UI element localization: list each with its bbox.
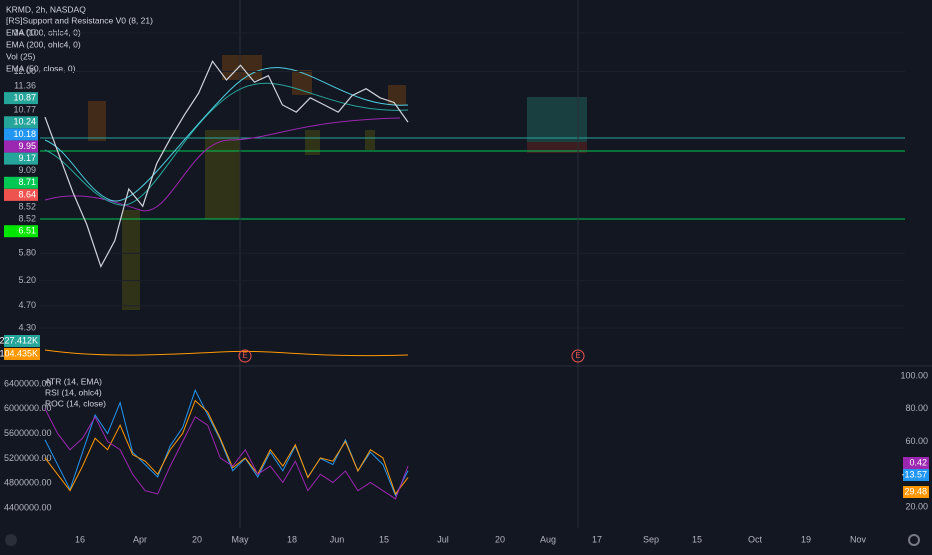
zoom-button[interactable] [5, 534, 17, 546]
indicator-label: EMA (100, ohlc4, 0) [6, 27, 81, 37]
price-badge [903, 486, 929, 498]
y-tick-label: 6000000.00 [4, 403, 52, 413]
price-label: 9.09 [18, 165, 36, 175]
price-label: 6.51 [18, 226, 36, 236]
price-label: 8.52 [18, 201, 36, 211]
indicator-label: EMA (200, ohlc4, 0) [6, 39, 81, 49]
price-badge [4, 116, 38, 129]
price-badge [903, 469, 929, 481]
price-badge [4, 335, 40, 347]
x-tick-label: Jun [330, 534, 345, 544]
x-tick-label: 15 [379, 534, 389, 544]
earnings-label: E [242, 351, 247, 360]
y2-tick-label: 20.00 [905, 501, 928, 511]
x-tick-label: 19 [801, 534, 811, 544]
price-label: 8.71 [18, 177, 36, 187]
y-tick-label: 14.00 [13, 27, 36, 37]
y-tick-label: 12.00 [13, 66, 36, 76]
x-tick-label: Oct [748, 534, 763, 544]
price-badge [903, 457, 929, 469]
price-label: 104.435K [0, 348, 38, 358]
price-badge [4, 225, 38, 238]
price-label: 10.24 [13, 117, 36, 127]
x-tick-label: May [231, 534, 249, 544]
price-badge [4, 176, 38, 189]
indicator-label: RSI (14, ohlc4) [45, 387, 102, 397]
x-tick-label: Nov [850, 534, 867, 544]
indicator-label: [RS]Support and Resistance V0 (8, 21) [6, 15, 153, 25]
price-badge [4, 92, 38, 105]
x-tick-label: 20 [495, 534, 505, 544]
indicator-label: Vol (25) [6, 51, 35, 61]
y2-tick-label: 80.00 [905, 403, 928, 413]
earnings-icon[interactable] [238, 349, 252, 363]
x-tick-label: Aug [540, 534, 556, 544]
x-tick-label: 17 [592, 534, 602, 544]
x-tick-label: 18 [287, 534, 297, 544]
price-badge [4, 152, 38, 165]
earnings-icon[interactable] [571, 349, 585, 363]
indicator-label: ROC (14, close) [45, 398, 106, 408]
y-tick-label: 5200000.00 [4, 453, 52, 463]
price-label: 9.17 [18, 153, 36, 163]
y-tick-label: 5.80 [18, 248, 36, 258]
price-badge [4, 128, 38, 141]
indicator-label: EMA (50, close, 0) [6, 63, 76, 73]
settings-button[interactable] [908, 534, 920, 546]
symbol: KRMD, 2h, NASDAQ [6, 4, 86, 14]
indicator-line [44, 388, 409, 497]
y2-tick-label: 60.00 [905, 436, 928, 446]
ema-100 [44, 82, 409, 206]
price-label: 0.42 [909, 457, 927, 467]
volume-ema [44, 349, 409, 357]
price-label: -13.57 [901, 469, 927, 479]
price-badge [4, 140, 38, 153]
x-tick-label: 20 [192, 534, 202, 544]
price-label: 9.95 [18, 141, 36, 151]
x-tick-label: 15 [692, 534, 702, 544]
price-label: 8.64 [18, 189, 36, 199]
y2-tick-label: 100.00 [900, 370, 928, 380]
x-tick-label: Apr [133, 534, 147, 544]
price-badge [4, 348, 40, 360]
price-label: 10.77 [13, 105, 36, 115]
price-label: 29.48 [904, 486, 927, 496]
ema-50 [44, 67, 409, 202]
indicator-line [44, 408, 409, 500]
y-tick-label: 4.30 [18, 322, 36, 332]
indicator-label: ATR (14, EMA) [45, 376, 102, 386]
y-tick-label: 4800000.00 [4, 478, 52, 488]
x-tick-label: Sep [643, 534, 659, 544]
price-label: 11.36 [14, 80, 36, 90]
y-tick-label: 6400000.00 [4, 378, 52, 388]
y-tick-label: 4.70 [18, 300, 36, 310]
target-box [527, 97, 587, 142]
price-label: 10.18 [13, 129, 36, 139]
y-tick-label: 5600000.00 [4, 428, 52, 438]
price-badge [4, 188, 38, 201]
legend: KRMD, 2h, NASDAQ [RS]Support and Resista… [6, 4, 153, 408]
y-tick-label: 5.20 [18, 275, 36, 285]
price-line [44, 60, 409, 269]
earnings-label: E [575, 351, 580, 360]
indicator-line [44, 399, 409, 495]
y-tick-label: 4400000.00 [4, 502, 52, 512]
x-tick-label: Jul [437, 534, 449, 544]
x-tick-label: 16 [75, 534, 85, 544]
price-label: 227.412K [0, 335, 38, 345]
price-label: 8.52 [18, 213, 36, 223]
stop-box [527, 142, 587, 153]
price-label: 10.87 [13, 92, 36, 102]
